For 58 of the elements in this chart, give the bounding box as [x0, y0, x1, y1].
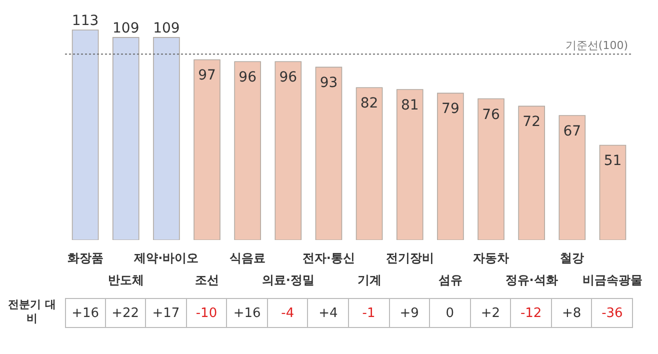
ref-line-label: 기준선(100) [565, 39, 628, 52]
bar [194, 59, 220, 240]
data-label: 76 [482, 106, 500, 123]
data-label: 109 [153, 20, 180, 36]
x-tick-label: 자동차 [473, 251, 509, 265]
bar [599, 144, 626, 240]
x-tick-label: 전기장비 [386, 251, 434, 265]
x-tick-label: 조선 [195, 273, 219, 287]
data-label: 93 [320, 75, 338, 92]
data-label: 81 [400, 97, 419, 114]
text: -4 [268, 298, 308, 328]
text: +4 [308, 298, 349, 328]
data-label: 97 [198, 68, 216, 84]
data-label: 96 [238, 70, 257, 86]
text: -1 [349, 298, 390, 328]
x-tick-label: 비금속광물 [582, 273, 643, 287]
bar [234, 61, 261, 240]
x-tick-label: 반도체 [108, 273, 144, 287]
data-label: 96 [279, 70, 298, 86]
text: +22 [106, 298, 146, 328]
data-label: 82 [360, 96, 378, 112]
bar [112, 37, 140, 240]
text: +16 [227, 298, 268, 328]
bar [558, 115, 586, 240]
bar [437, 92, 464, 240]
text: +8 [552, 298, 592, 328]
bar [274, 61, 302, 240]
text: +9 [390, 298, 430, 328]
bar [356, 87, 383, 240]
x-tick-label: 전자·통신 [302, 251, 355, 265]
x-tick-label: 철강 [560, 251, 584, 265]
data-label: 109 [112, 20, 140, 36]
data-label: 113 [72, 13, 99, 30]
bar [518, 106, 545, 240]
bar [153, 37, 180, 240]
data-label: 51 [604, 153, 622, 170]
text: +17 [146, 298, 187, 328]
bar [72, 30, 99, 240]
text: 0 [430, 298, 471, 328]
text: +2 [470, 298, 512, 328]
x-tick-label: 화장품 [67, 251, 104, 265]
text: +16 [65, 298, 106, 328]
x-tick-label: 정유·석화 [505, 273, 558, 287]
bar [315, 66, 342, 240]
text: -10 [186, 298, 228, 328]
text: 전분기 대비 [8, 298, 56, 326]
x-tick-label: 기계 [357, 273, 382, 287]
text: -36 [592, 298, 633, 328]
x-tick-label: 제약·바이오 [133, 251, 199, 265]
x-tick-label: 의료·정밀 [262, 273, 314, 287]
data-label: 67 [563, 123, 582, 140]
data-label: 79 [442, 101, 460, 118]
data-label: 72 [522, 114, 541, 130]
x-tick-label: 식음료 [230, 251, 266, 265]
bar [396, 89, 424, 240]
x-tick-label: 섬유 [438, 273, 462, 287]
text: -12 [511, 298, 552, 328]
bar [478, 98, 504, 240]
